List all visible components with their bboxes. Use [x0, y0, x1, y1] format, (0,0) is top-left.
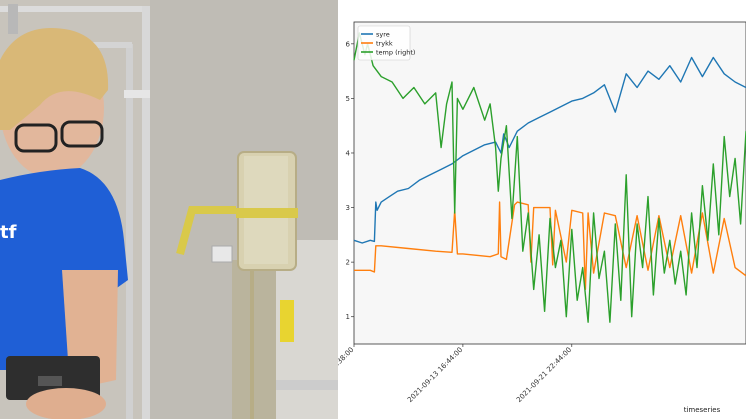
- x-tick-label: 2021-09-09 10:38:00: [338, 346, 355, 404]
- y-tick-label: 1: [346, 313, 350, 321]
- y-tick-label: 3: [346, 204, 350, 212]
- series-line-1: [353, 56, 746, 244]
- legend-entry: syre: [376, 30, 390, 38]
- plot-area: [353, 21, 746, 345]
- legend-entry: trykk: [376, 39, 393, 47]
- y-tick-label: 5: [346, 95, 350, 103]
- x-axis-title: timeseries: [684, 406, 721, 414]
- x-tick-label: 2021-09-13 16:44:00: [406, 346, 464, 404]
- series-line-3: [353, 32, 746, 323]
- y-tick-label: 6: [346, 40, 351, 48]
- legend-entry: temp (right): [376, 48, 415, 56]
- x-tick-label: 2021-09-21 22:44:00: [515, 346, 573, 404]
- line-chart: 1 2 3 4 5 6 2021-09-09 10:38:00 2021-09-13 16:…: [338, 21, 746, 414]
- shirt-logo-text: tf: [0, 222, 17, 243]
- chart-panel: 1 2 3 4 5 6 2021-09-09 10:38:00 2021-09-13 16:…: [338, 0, 746, 419]
- y-tick-label: 4: [346, 149, 351, 157]
- y-tick-label: 2: [346, 259, 350, 267]
- camera-photo: tf: [0, 0, 338, 419]
